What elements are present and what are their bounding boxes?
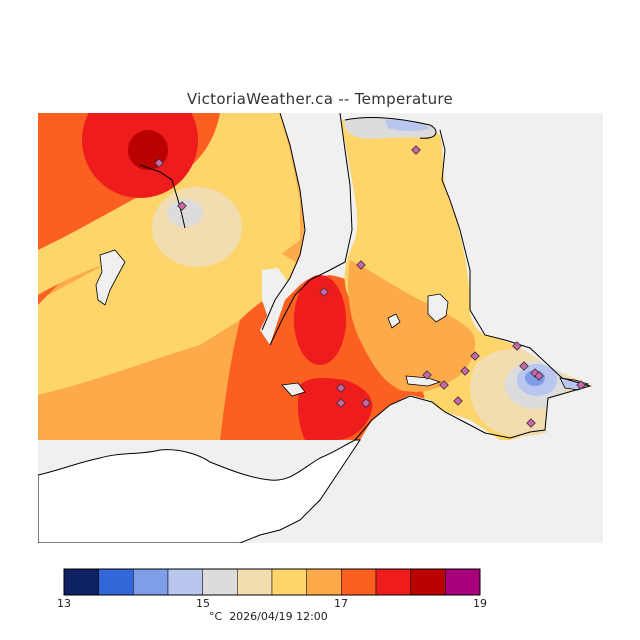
station-marker[interactable] [422,370,432,380]
station-marker[interactable] [512,341,522,351]
island-west [95,249,126,306]
legend-tick-17: 17 [334,597,348,610]
station-marker[interactable] [439,380,449,390]
station-marker[interactable] [356,260,366,270]
station-marker[interactable] [519,361,529,371]
saanich-inlet [260,113,352,345]
coastline-saanich-inlet [261,113,306,331]
station-marker[interactable] [453,396,463,406]
station-marker[interactable] [336,398,346,408]
legend-unit: °C [209,610,223,623]
haro-strait [440,113,603,440]
legend-tick-19: 19 [473,597,487,610]
temperature-zone-15.5-cool [152,187,242,267]
west-inlet [262,268,290,318]
coastline-peninsula-east [439,129,592,439]
map-title: VictoriaWeather.ca -- Temperature [186,90,454,108]
temperature-zone-16.5-peninsula [348,260,476,392]
temperature-zone-14.5-north-tip [385,119,430,131]
station-marker[interactable] [361,398,371,408]
temperature-zone-17-central [220,275,460,440]
legend-tick-15: 15 [196,597,210,610]
station-marker[interactable] [470,351,480,361]
station-marker[interactable] [177,201,187,211]
victoria-harbour [360,395,500,440]
station-marker[interactable] [526,418,536,428]
station-marker[interactable] [411,145,421,155]
temperature-zone-15-cool [167,199,203,227]
island-center [281,382,306,397]
temperature-zone-17.5-central [294,275,346,365]
olympic-peninsula [38,439,361,543]
island-harbour [405,375,442,387]
island-peninsula-2 [387,313,401,329]
coastline-north-tip [344,117,437,139]
station-marker[interactable] [154,158,164,168]
station-marker[interactable] [319,287,329,297]
station-marker[interactable] [534,371,544,381]
island-peninsula-1 [427,293,449,323]
legend-timestamp: 2026/04/19 12:00 [229,610,328,623]
station-marker[interactable] [576,380,586,390]
station-marker[interactable] [336,383,346,393]
coastline-victoria-south [354,395,471,441]
legend-caption: °C 2026/04/19 12:00 [209,610,328,623]
temperature-zone-17.5-south [297,377,373,440]
station-marker[interactable] [460,366,470,376]
coastline-peninsula-west [269,113,353,346]
station-markers [154,145,586,428]
legend-tick-13: 13 [57,597,71,610]
map-frame [38,113,603,543]
river-north [139,164,186,229]
